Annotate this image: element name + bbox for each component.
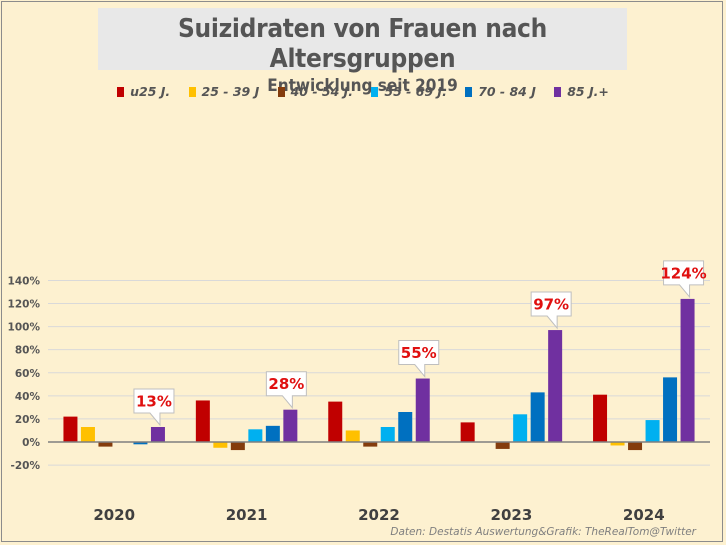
bar	[265, 425, 280, 442]
y-tick-label: 40%	[15, 391, 41, 403]
legend-item-55-69: 55 - 69 J.	[371, 84, 447, 99]
bar	[460, 422, 475, 442]
bar	[398, 411, 413, 442]
chart-subtitle: Entwicklung seit 2019	[267, 76, 458, 96]
callout-label: 28%	[268, 375, 304, 393]
bar	[328, 401, 343, 442]
legend-swatch	[554, 87, 562, 97]
bar	[415, 378, 430, 442]
legend-label: 40 - 54 J.	[290, 84, 354, 99]
bar	[610, 442, 625, 446]
y-tick-label: 100%	[8, 322, 41, 334]
legend-item-u25: u25 J.	[117, 84, 170, 99]
y-tick-label: 120%	[8, 299, 41, 311]
bar	[548, 330, 563, 442]
bar	[645, 420, 660, 442]
bar	[593, 394, 608, 442]
legend-label: 55 - 69 J.	[384, 84, 447, 99]
bar	[213, 442, 228, 448]
callout-box	[398, 340, 440, 378]
bar	[230, 442, 245, 451]
bar	[133, 442, 148, 445]
legend: u25 J. 25 - 39 J 40 - 54 J. 55 - 69 J. 7…	[0, 84, 726, 104]
bar	[98, 442, 113, 447]
bar	[248, 429, 263, 442]
bar	[363, 442, 378, 447]
bar	[513, 414, 528, 442]
legend-swatch	[188, 87, 196, 97]
legend-item-70-84: 70 - 84 J	[465, 84, 536, 99]
y-tick-label: 60%	[15, 368, 41, 380]
bar	[495, 442, 510, 449]
x-category-label: 2021	[226, 506, 268, 524]
bar	[283, 409, 298, 442]
bar	[530, 392, 545, 442]
y-tick-label: -20%	[11, 460, 41, 472]
bar	[680, 298, 695, 442]
chart-title: Suizidraten von Frauen nach Altersgruppe…	[178, 14, 547, 74]
legend-label: 85 J.+	[567, 84, 609, 99]
legend-swatch	[277, 87, 285, 97]
legend-swatch	[465, 87, 473, 97]
x-category-label: 2024	[623, 506, 665, 524]
x-category-label: 2020	[93, 506, 135, 524]
callout-label: 55%	[401, 344, 437, 362]
legend-swatch	[117, 87, 125, 97]
bar	[150, 426, 165, 442]
callout-label: 97%	[533, 296, 569, 314]
y-tick-label: 140%	[8, 275, 41, 287]
legend-item-25-39: 25 - 39 J	[188, 84, 260, 99]
legend-label: 70 - 84 J	[478, 84, 536, 99]
x-category-label: 2022	[358, 506, 400, 524]
bar	[80, 426, 95, 442]
bar	[628, 442, 643, 451]
bar	[380, 426, 395, 442]
y-tick-label: 20%	[15, 414, 41, 426]
callout-box	[663, 260, 705, 299]
legend-item-85-plus: 85 J.+	[554, 84, 609, 99]
bar	[195, 400, 210, 442]
source-note: Daten: Destatis Auswertung&Grafik: TheRe…	[390, 526, 696, 538]
bar	[63, 416, 78, 442]
callout-box	[530, 291, 572, 330]
y-tick-label: 0%	[22, 437, 40, 449]
title-box: Suizidraten von Frauen nach Altersgruppe…	[98, 8, 627, 96]
legend-label: 25 - 39 J	[201, 84, 260, 99]
callout-box	[133, 388, 175, 427]
legend-swatch	[371, 87, 379, 97]
x-category-label: 2023	[491, 506, 533, 524]
callout-label: 124%	[660, 264, 706, 282]
legend-item-40-54: 40 - 54 J.	[277, 84, 354, 99]
y-tick-label: 80%	[15, 345, 41, 357]
bar	[345, 430, 360, 442]
callout-box	[265, 371, 307, 410]
legend-label: u25 J.	[130, 84, 171, 99]
bar	[663, 377, 678, 442]
callout-label: 13%	[136, 392, 172, 410]
